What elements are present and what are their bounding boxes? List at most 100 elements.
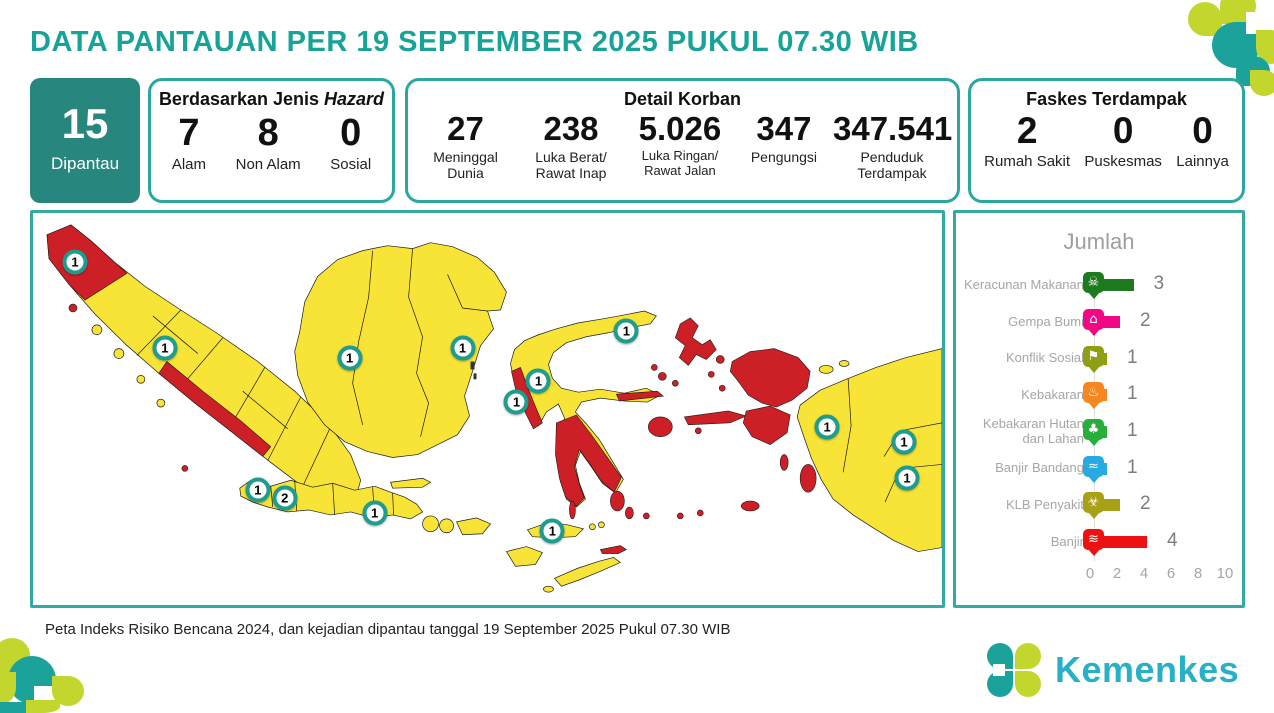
map-marker-banten[interactable]: 1: [245, 477, 271, 503]
map-marker-sumatra-tengah[interactable]: 1: [152, 335, 178, 361]
map-island-ambon: [694, 427, 702, 435]
map-marker-kalimantan-timur[interactable]: 1: [450, 335, 476, 361]
chart-plot-area: ⚑ 1: [1083, 340, 1238, 377]
faskes-card-title: Faskes Terdampak: [1026, 89, 1187, 109]
map-region-bengkulu[interactable]: [158, 361, 272, 457]
map-island-wetar: [599, 545, 627, 554]
map-island: [136, 374, 146, 384]
map-caption: Peta Indeks Risiko Bencana 2024, dan kej…: [45, 621, 731, 638]
map-region-papua-barat-daya[interactable]: [729, 348, 811, 408]
logo-petal: [1015, 643, 1041, 669]
stat-label: Alam: [171, 155, 206, 173]
map-island-raja-ampat: [715, 355, 725, 364]
chart-value-label: 2: [1140, 310, 1151, 332]
flood-house-icon: ≋: [1083, 529, 1104, 557]
chart-plot-area: ☠ 3: [1083, 267, 1238, 304]
stat-luka-berat: 238 Luka Berat/ Rawat Inap: [517, 111, 625, 181]
chart-plot-area: ≈1: [1083, 450, 1238, 487]
chart-plot-area: ♨ 1: [1083, 377, 1238, 414]
map-marker-sulawesi-tengah[interactable]: 1: [525, 368, 551, 394]
stat-value: 0: [1192, 110, 1213, 151]
map-island-kei: [779, 454, 789, 471]
map-island: [625, 506, 634, 520]
chart-row: Gempa Bumi ⌂ 2: [960, 304, 1238, 341]
logo-notch: [993, 664, 1005, 676]
map-marker-sulawesi-utara[interactable]: 1: [613, 318, 639, 344]
map-region-bali[interactable]: [422, 515, 439, 533]
chart-row: KLB Penyakit ☣ 2: [960, 487, 1238, 524]
hazard-bar-rows: Keracunan Makanan ☠ 3 Gempa Bumi ⌂ 2 Konflik S…: [960, 267, 1238, 561]
victim-detail-card: Detail Korban 27 Meninggal Dunia 238 Luk…: [405, 78, 960, 203]
stat-value: 0: [340, 112, 362, 154]
chart-value-label: 1: [1127, 456, 1138, 478]
stat-pengungsi: 347 Pengungsi: [735, 110, 833, 165]
chart-zero-gridline: [1094, 271, 1095, 561]
map-island-halmahera[interactable]: [674, 317, 717, 366]
chart-plot-area: ☣ 2: [1083, 487, 1238, 524]
page-title: DATA PANTAUAN PER 19 SEPTEMBER 2025 PUKU…: [30, 26, 919, 58]
map-marker-jawa-timur[interactable]: 1: [362, 500, 388, 526]
stat-puskesmas: 0 Puskesmas: [1084, 110, 1162, 170]
chart-plot-area: ♣ 1: [1083, 414, 1238, 451]
map-island: [113, 348, 125, 359]
chart-plot-area: ≋ 4: [1083, 524, 1238, 561]
stat-value: 8: [257, 112, 279, 154]
map-island-aru: [799, 464, 817, 493]
stat-non-alam: 8 Non Alam: [236, 112, 301, 173]
map-marker-papua-barat[interactable]: 1: [814, 414, 840, 440]
chart-value-label: 1: [1127, 420, 1138, 442]
chart-bar[interactable]: [1093, 536, 1147, 549]
chart-row: Konflik Sosial ⚑ 1: [960, 340, 1238, 377]
map-marker-kalimantan-barat[interactable]: 1: [337, 345, 363, 371]
map-island-seram: [683, 410, 748, 426]
stat-value: 7: [178, 112, 200, 154]
map-island: [676, 512, 684, 520]
map-marker-nusa-tenggara-timur[interactable]: 1: [539, 518, 565, 544]
map-island-sumbawa: [456, 517, 492, 536]
map-island-sumba: [505, 546, 543, 567]
map-island-timor: [553, 557, 622, 587]
map-marker-jawa-barat[interactable]: 2: [272, 485, 298, 511]
map-island-lombok: [439, 518, 454, 534]
map-marker-papua-1[interactable]: 1: [891, 429, 917, 455]
x-tick-label: 10: [1216, 565, 1234, 582]
map-island-nias: [91, 324, 103, 336]
stat-value: 2: [1016, 110, 1038, 151]
map-island: [156, 398, 166, 408]
chart-row: Keracunan Makanan ☠ 3: [960, 267, 1238, 304]
map-island-buton: [610, 490, 625, 512]
map-island: [707, 371, 715, 378]
kemenkes-logo-text: Kemenkes: [1055, 649, 1240, 690]
map-island-buru: [648, 416, 673, 438]
map-marker-aceh[interactable]: 1: [62, 249, 88, 275]
chart-value-label: 4: [1167, 530, 1178, 552]
leaf-shape: [26, 700, 60, 713]
stat-meninggal-dunia: 27 Meninggal Dunia: [414, 111, 517, 181]
map-island-tanimbar: [740, 500, 760, 512]
chart-category-label: Keracunan Makanan: [964, 276, 1084, 292]
hazard-count-chart: Jumlah Keracunan Makanan ☠ 3 Gempa Bumi ⌂ 2 Ko…: [953, 210, 1245, 608]
chart-row: Banjir Bandang ≈1: [960, 450, 1238, 487]
hazard-card-title: Berdasarkan Jenis Hazard: [158, 89, 385, 109]
map-marker-sulawesi-barat[interactable]: 1: [503, 389, 529, 415]
map-island-biak: [818, 365, 834, 374]
map-island: [671, 379, 679, 387]
chart-row: Kebakaran ♨ 1: [960, 377, 1238, 414]
stat-value: 0: [1112, 110, 1134, 151]
stat-label: Luka Berat/ Rawat Inap: [535, 148, 607, 181]
stat-alam: 7 Alam: [171, 112, 206, 173]
map-region-kalimantan[interactable]: [294, 242, 507, 458]
chart-row: Kebakaran Hutan dan Lahan ♣ 1: [960, 414, 1238, 451]
indonesia-map-svg: [46, 224, 942, 593]
map-island: [696, 509, 704, 517]
chart-plot-area: ⌂ 2: [1083, 304, 1238, 341]
leaf-shape: [1250, 70, 1274, 96]
stat-luka-ringan: 5.026 Luka Ringan/ Rawat Jalan: [625, 111, 735, 179]
stat-value: 347: [756, 110, 812, 147]
map-region-papua[interactable]: [796, 348, 942, 552]
map-region-bomberai[interactable]: [742, 405, 791, 445]
map-region-sulawesi-selatan[interactable]: [555, 414, 622, 507]
leaf-shape: [1246, 12, 1268, 34]
map-marker-papua-2[interactable]: 1: [894, 465, 920, 491]
